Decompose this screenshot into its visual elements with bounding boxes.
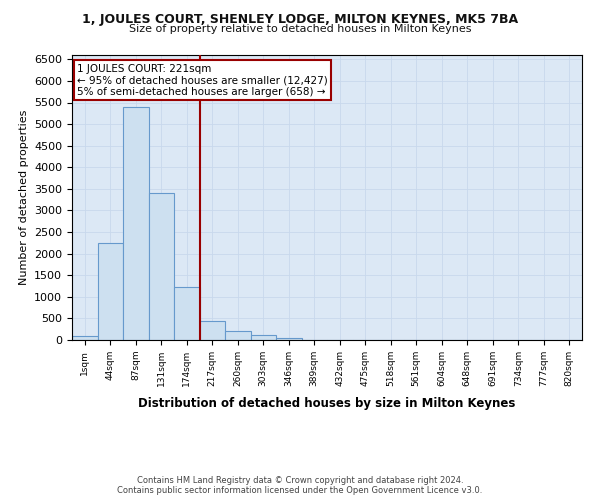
Bar	[149, 193, 174, 340]
Bar	[276, 338, 302, 340]
X-axis label: Distribution of detached houses by size in Milton Keynes: Distribution of detached houses by size …	[139, 397, 515, 410]
Text: Contains HM Land Registry data © Crown copyright and database right 2024.
Contai: Contains HM Land Registry data © Crown c…	[118, 476, 482, 495]
Bar	[97, 243, 123, 340]
Y-axis label: Number of detached properties: Number of detached properties	[19, 110, 29, 285]
Bar	[174, 288, 199, 340]
Bar	[225, 331, 251, 340]
Text: 1, JOULES COURT, SHENLEY LODGE, MILTON KEYNES, MK5 7BA: 1, JOULES COURT, SHENLEY LODGE, MILTON K…	[82, 12, 518, 26]
Bar	[123, 107, 149, 340]
Bar	[199, 321, 225, 340]
Text: 1 JOULES COURT: 221sqm
← 95% of detached houses are smaller (12,427)
5% of semi-: 1 JOULES COURT: 221sqm ← 95% of detached…	[77, 64, 328, 97]
Bar	[251, 336, 276, 340]
Text: Size of property relative to detached houses in Milton Keynes: Size of property relative to detached ho…	[129, 24, 471, 34]
Bar	[72, 336, 97, 340]
